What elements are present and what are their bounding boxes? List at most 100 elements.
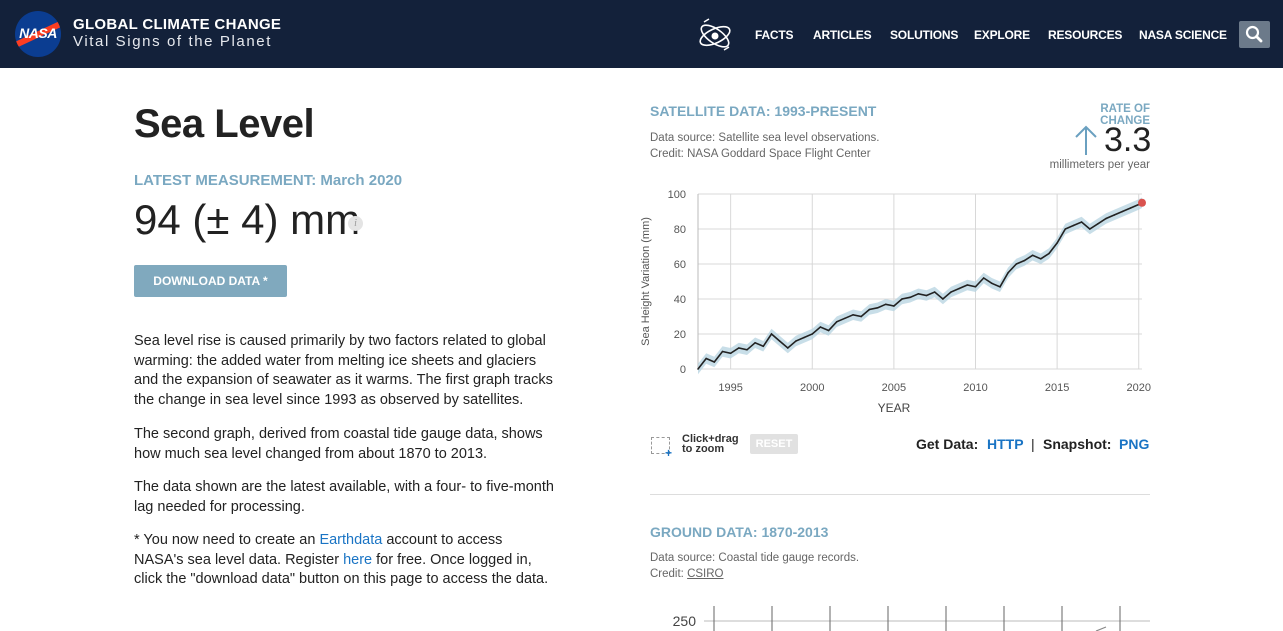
data-point [803,336,805,339]
x-tick-label: 2020 [1126,382,1150,394]
data-point [1097,222,1099,225]
site-header: NASA GLOBAL CLIMATE CHANGE Vital Signs o… [0,0,1283,68]
data-point [697,368,699,370]
satellite-data-title: SATELLITE DATA: 1993-PRESENT [650,103,877,119]
data-point [1105,217,1107,220]
ground-sea-level-chart[interactable]: 250 [630,600,1160,631]
measurement-value: 94 (± 4) mm [134,196,361,243]
data-point [925,294,928,297]
data-point [942,298,944,300]
site-subtitle[interactable]: Vital Signs of the Planet [73,33,272,50]
data-point [844,317,846,320]
y-tick-label: 250 [673,613,697,629]
earthdata-link[interactable]: Earthdata [319,532,383,548]
data-point [770,333,773,335]
rate-of-change-unit: millimeters per year [1049,159,1150,171]
satellite-sea-level-chart[interactable]: 0 20 40 60 80 100 1995 2000 2005 2010 2015 2020 YEAR… [630,182,1160,422]
data-point [1031,254,1034,257]
nasa-logo[interactable]: NASA [15,11,61,57]
csiro-link[interactable]: CSIRO [687,568,724,580]
data-point [933,291,936,293]
png-link[interactable]: PNG [1119,436,1150,452]
arrow-up-icon [1075,125,1097,155]
data-line-fragment [1095,626,1107,631]
section-divider [650,494,1150,495]
atom-icon[interactable] [696,16,734,54]
x-axis-label: YEAR [878,401,911,415]
nav-solutions[interactable]: SOLUTIONS [890,28,959,42]
x-tick-label: 2000 [800,382,824,394]
x-tick-label: 2015 [1045,382,1069,394]
data-point [1129,207,1132,209]
data-point [729,352,732,355]
info-icon[interactable]: i [348,216,363,231]
data-point [811,333,814,335]
ground-data-title: GROUND DATA: 1870-2013 [650,524,829,540]
site-title[interactable]: GLOBAL CLIMATE CHANGE [73,16,282,33]
data-point [950,291,952,293]
page-title: Sea Level [134,102,315,146]
separator: | [1031,436,1035,452]
sea-level-line [697,202,1143,370]
nav-facts[interactable]: FACTS [755,28,794,42]
data-point [1048,252,1050,255]
data-point [835,320,838,323]
nav-articles[interactable]: ARTICLES [813,28,872,42]
data-point [1015,263,1018,265]
data-point [958,287,960,290]
get-data-label: Get Data: [916,436,979,452]
credit-prefix: Credit: [650,568,688,580]
data-point [778,340,781,342]
data-point [974,285,977,288]
data-point [713,361,716,363]
data-point [982,277,985,279]
latest-data-point [1138,198,1146,207]
data-point [999,285,1001,288]
nav-nasa-science[interactable]: NASA SCIENCE [1139,28,1227,42]
data-point [991,282,993,285]
register-here-link[interactable]: here [343,551,373,568]
data-point [966,284,969,286]
data-point [762,345,765,348]
zoom-select-icon [651,437,670,454]
earthdata-note: * You now need to create an Earthdata ac… [134,531,554,590]
data-point [1080,221,1083,223]
data-point [786,347,789,349]
latest-measurement-label: LATEST MEASUREMENT: March 2020 [134,172,403,189]
data-point [917,292,920,295]
search-button[interactable] [1239,21,1270,48]
data-point [1007,271,1009,274]
data-point [705,357,707,360]
note-text: for free. Once logged in, click the "dow… [134,551,549,588]
snapshot-label: Snapshot: [1043,436,1112,452]
data-point [754,341,756,344]
data-point [795,340,797,342]
note-text: * You now need to create an [134,532,320,548]
nav-explore[interactable]: EXPLORE [974,28,1030,42]
data-point [901,298,903,300]
x-tick-label: 2005 [882,382,906,394]
data-point [893,305,895,307]
data-point [868,308,871,311]
http-link[interactable]: HTTP [987,436,1024,452]
note-text: account to access NASA's sea level data.… [134,532,503,568]
search-icon [1245,25,1263,43]
y-tick-label: 100 [668,189,686,201]
data-point [827,329,830,332]
x-tick-label: 1995 [718,382,742,394]
data-point [1113,214,1116,216]
reset-button[interactable]: RESET [750,434,798,454]
download-data-button[interactable]: DOWNLOAD DATA * [134,265,287,297]
data-point [1121,210,1124,213]
data-point [1056,242,1058,244]
data-point [721,350,724,353]
data-point [1023,259,1026,262]
latency-paragraph: The data shown are the latest available,… [134,479,554,515]
y-axis-label: Sea Height Variation (mm) [640,217,652,346]
data-point [909,296,912,299]
nav-resources[interactable]: RESOURCES [1048,28,1123,42]
y-tick-label: 40 [674,294,686,306]
data-point [1039,257,1042,260]
satellite-data-source: Data source: Satellite sea level observa… [650,132,880,144]
y-tick-label: 60 [674,259,686,271]
